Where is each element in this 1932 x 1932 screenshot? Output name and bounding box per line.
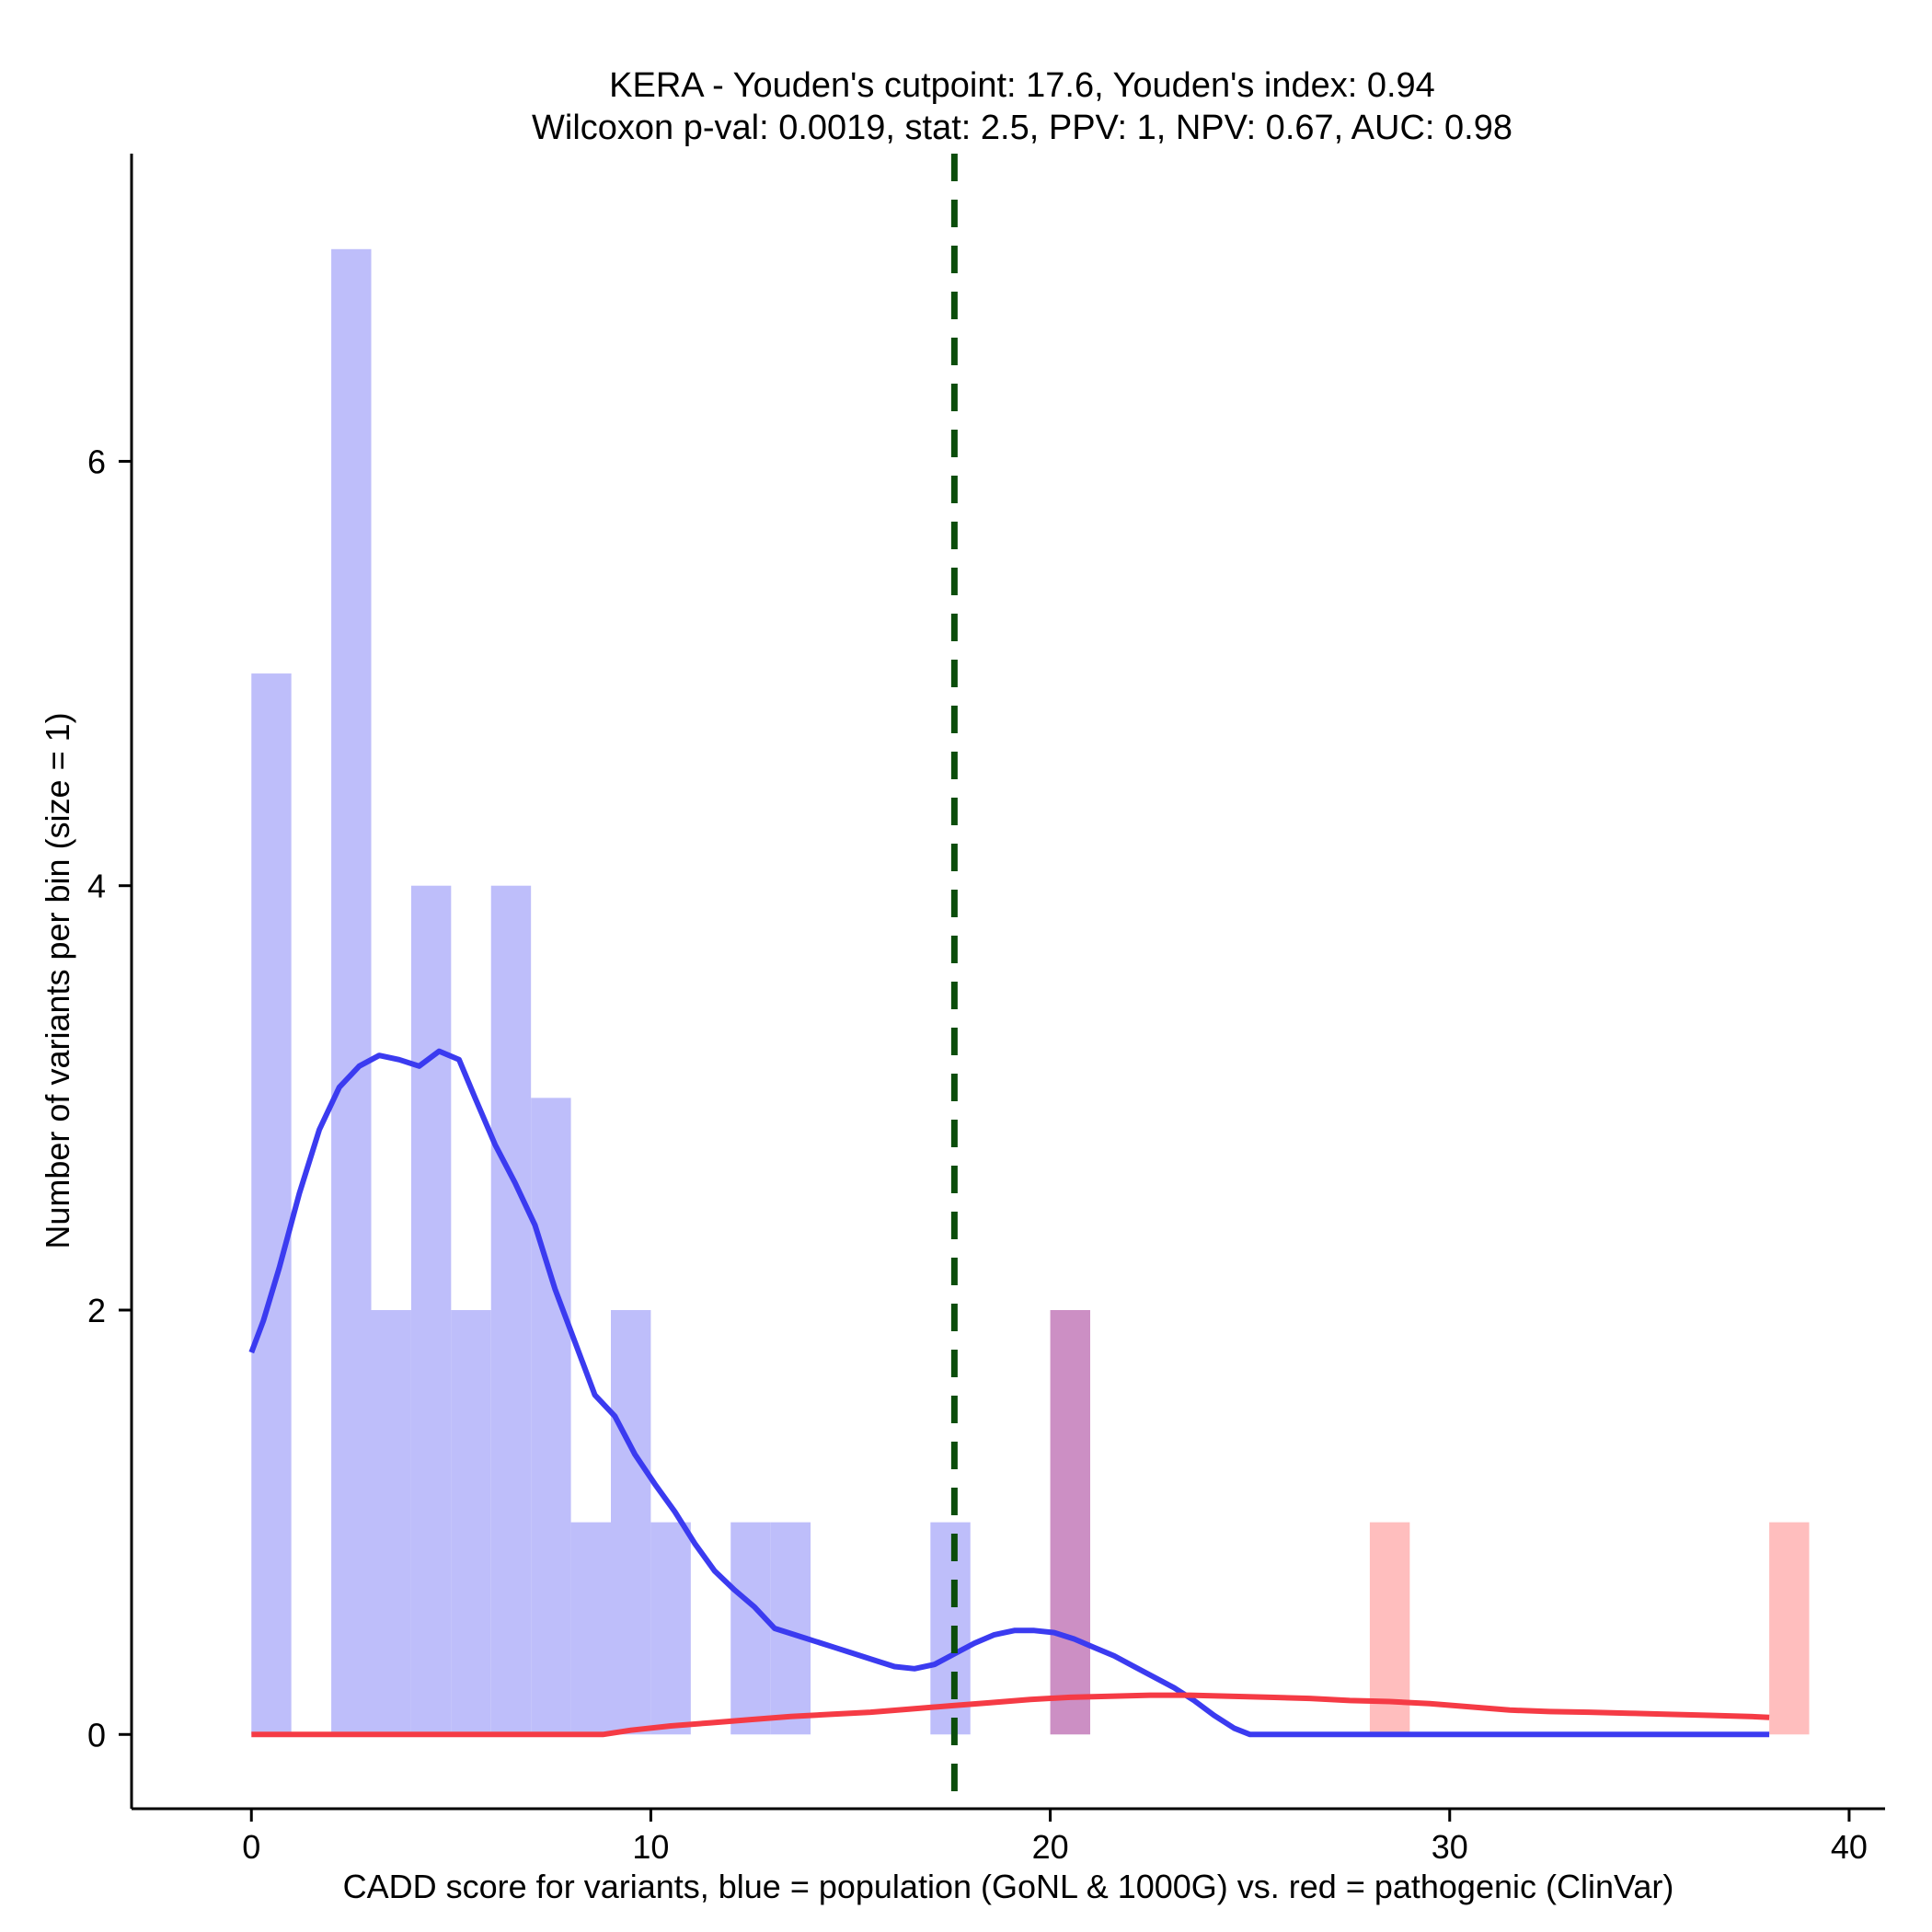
population-density-line [248, 1048, 1770, 1738]
x-axis-label: CADD score for variants, blue = populati… [343, 1868, 1674, 1905]
x-tick-label: 20 [1032, 1828, 1069, 1866]
population-bar [650, 1522, 691, 1735]
x-tick-label: 40 [1831, 1828, 1868, 1866]
pathogenic-density-line [251, 1692, 1770, 1738]
overlap-bar [1050, 1309, 1091, 1735]
population-bar [331, 248, 372, 1735]
histogram-bars [251, 248, 1810, 1735]
y-tick-label: 6 [87, 443, 106, 480]
population-bar [371, 1309, 411, 1735]
x-tick-label: 0 [242, 1828, 260, 1866]
population-bar [611, 1309, 651, 1735]
population-bar [451, 1309, 491, 1735]
pathogenic-bar [1769, 1522, 1810, 1735]
chart-title-line-2: Wilcoxon p-val: 0.0019, stat: 2.5, PPV: … [532, 109, 1512, 147]
population-bar [251, 673, 292, 1735]
density-lines [248, 1048, 1770, 1738]
population-bar [531, 1098, 571, 1735]
x-tick-label: 10 [632, 1828, 669, 1866]
population-bar [930, 1522, 971, 1735]
population-bar [570, 1522, 612, 1735]
y-ticks: 0 2 4 6 [87, 443, 132, 1754]
x-ticks: 0 10 20 30 40 [242, 1809, 1868, 1866]
population-bar [490, 885, 532, 1735]
y-axis-label: Number of variants per bin (size = 1) [39, 712, 76, 1248]
y-tick-label: 2 [87, 1292, 106, 1329]
population-bar [730, 1522, 771, 1735]
x-tick-label: 30 [1432, 1828, 1468, 1866]
y-tick-label: 4 [87, 868, 106, 905]
y-tick-label: 0 [87, 1716, 106, 1754]
chart-title-line-1: KERA - Youden's cutpoint: 17.6, Youden's… [609, 66, 1435, 105]
population-bar [410, 885, 452, 1735]
